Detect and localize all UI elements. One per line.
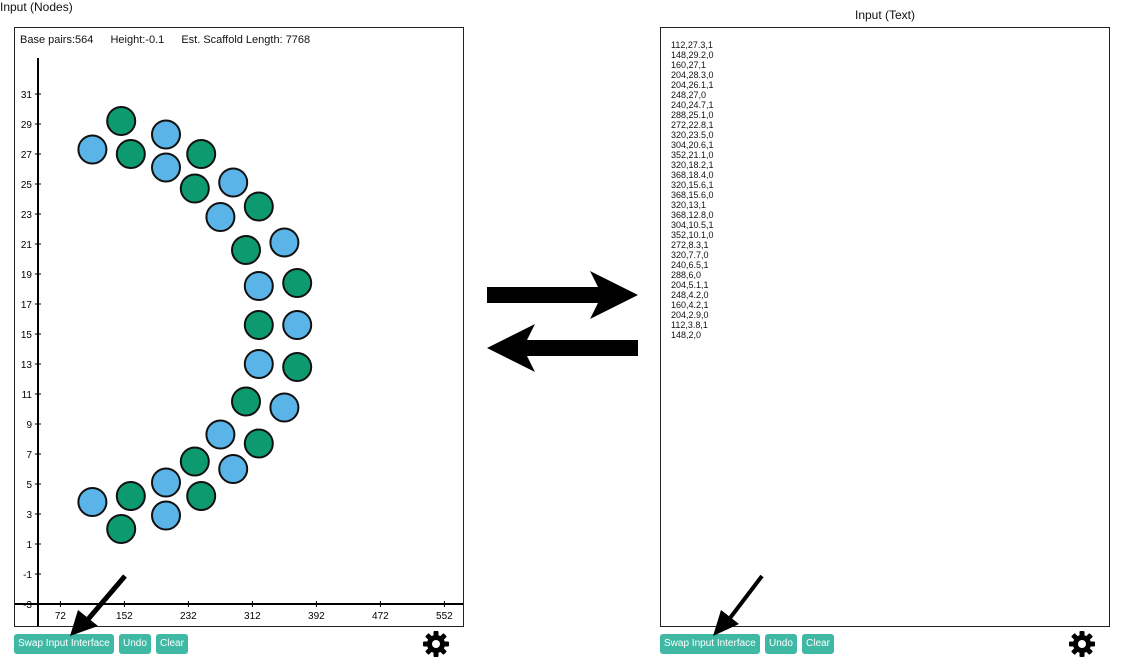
x-tick-label: 232 xyxy=(180,611,197,622)
undo-button-right[interactable]: Undo xyxy=(765,634,797,654)
node-blue[interactable] xyxy=(269,227,300,258)
y-tick-label: 13 xyxy=(21,360,33,371)
node-blue[interactable] xyxy=(151,152,181,183)
y-tick-label: 23 xyxy=(21,210,33,221)
clear-button[interactable]: Clear xyxy=(156,634,188,654)
node-blue[interactable] xyxy=(205,419,236,450)
node-blue[interactable] xyxy=(218,167,249,198)
pointer-arrow-icon-right xyxy=(713,574,764,636)
node-blue[interactable] xyxy=(151,500,181,531)
node-blue[interactable] xyxy=(269,392,300,423)
node-green[interactable] xyxy=(179,173,210,204)
node-green[interactable] xyxy=(243,191,274,222)
node-green[interactable] xyxy=(106,514,137,544)
node-blue[interactable] xyxy=(151,119,181,150)
y-tick-label: 3 xyxy=(26,510,32,521)
y-tick-label: -3 xyxy=(23,600,32,611)
y-tick-label: 27 xyxy=(21,150,33,161)
node-green[interactable] xyxy=(231,235,261,265)
node-green[interactable] xyxy=(186,481,217,511)
y-tick-label: 15 xyxy=(21,330,33,341)
node-green[interactable] xyxy=(115,139,146,169)
y-tick-label: -1 xyxy=(23,570,32,581)
x-tick-label: 312 xyxy=(244,611,261,622)
text-input-panel[interactable]: 112,27.3,1 148,29.2,0 160,27,1 204,28.3,… xyxy=(660,27,1110,627)
node-blue[interactable] xyxy=(77,134,108,165)
x-tick-label: 472 xyxy=(372,611,389,622)
swap-arrows-icon xyxy=(487,271,638,372)
nodes-panel-title: Input (Nodes) xyxy=(0,0,73,14)
node-green[interactable] xyxy=(243,310,274,340)
undo-button[interactable]: Undo xyxy=(119,634,151,654)
node-green[interactable] xyxy=(186,139,217,169)
node-green[interactable] xyxy=(179,446,210,477)
stats-bar: Base pairs:564 Height:-0.1 Est. Scaffold… xyxy=(20,34,324,46)
pointer-arrow-icon xyxy=(70,574,127,636)
node-blue[interactable] xyxy=(218,454,249,484)
node-green[interactable] xyxy=(115,481,146,511)
base-pairs-stat: Base pairs:564 xyxy=(20,34,94,46)
node-blue[interactable] xyxy=(282,310,313,340)
y-tick-label: 5 xyxy=(26,480,32,491)
x-tick-label: 72 xyxy=(55,611,67,622)
gear-icon-right[interactable] xyxy=(1068,630,1096,658)
x-tick-label: 392 xyxy=(308,611,325,622)
text-panel-title: Input (Text) xyxy=(854,8,916,22)
gear-icon[interactable] xyxy=(422,630,450,658)
y-tick-label: 9 xyxy=(26,420,32,431)
swap-input-interface-button-right[interactable]: Swap Input Interface xyxy=(660,634,760,654)
y-tick-label: 1 xyxy=(26,540,32,551)
y-tick-label: 19 xyxy=(21,270,33,281)
text-input-area[interactable]: 112,27.3,1 148,29.2,0 160,27,1 204,28.3,… xyxy=(671,40,714,340)
node-blue[interactable] xyxy=(243,271,274,301)
y-tick-label: 25 xyxy=(21,180,33,191)
nodes-canvas[interactable]: 31 29 27 25 23 21 19 17 15 13 11 9 7 5 3 1 -1 -3 72 152 232 3… xyxy=(14,27,464,627)
y-tick-label: 21 xyxy=(21,240,33,251)
clear-button-right[interactable]: Clear xyxy=(802,634,834,654)
y-tick-label: 29 xyxy=(21,120,33,131)
y-tick-label: 7 xyxy=(26,450,32,461)
y-tick-label: 17 xyxy=(21,300,33,311)
node-green[interactable] xyxy=(282,268,313,298)
node-green[interactable] xyxy=(282,352,313,382)
node-blue[interactable] xyxy=(77,487,108,517)
node-blue[interactable] xyxy=(243,349,274,379)
y-tick-label: 11 xyxy=(22,390,33,401)
height-stat: Height:-0.1 xyxy=(110,34,165,46)
x-tick-label: 552 xyxy=(436,611,453,622)
node-blue[interactable] xyxy=(151,467,181,498)
y-tick-label: 31 xyxy=(21,90,33,101)
scaffold-length-stat: Est. Scaffold Length: 7768 xyxy=(181,34,311,46)
node-green[interactable] xyxy=(106,106,137,136)
node-green[interactable] xyxy=(231,386,261,417)
node-green[interactable] xyxy=(243,428,274,459)
swap-input-interface-button[interactable]: Swap Input Interface xyxy=(14,634,114,654)
x-tick-label: 152 xyxy=(116,611,133,622)
node-blue[interactable] xyxy=(205,202,236,232)
